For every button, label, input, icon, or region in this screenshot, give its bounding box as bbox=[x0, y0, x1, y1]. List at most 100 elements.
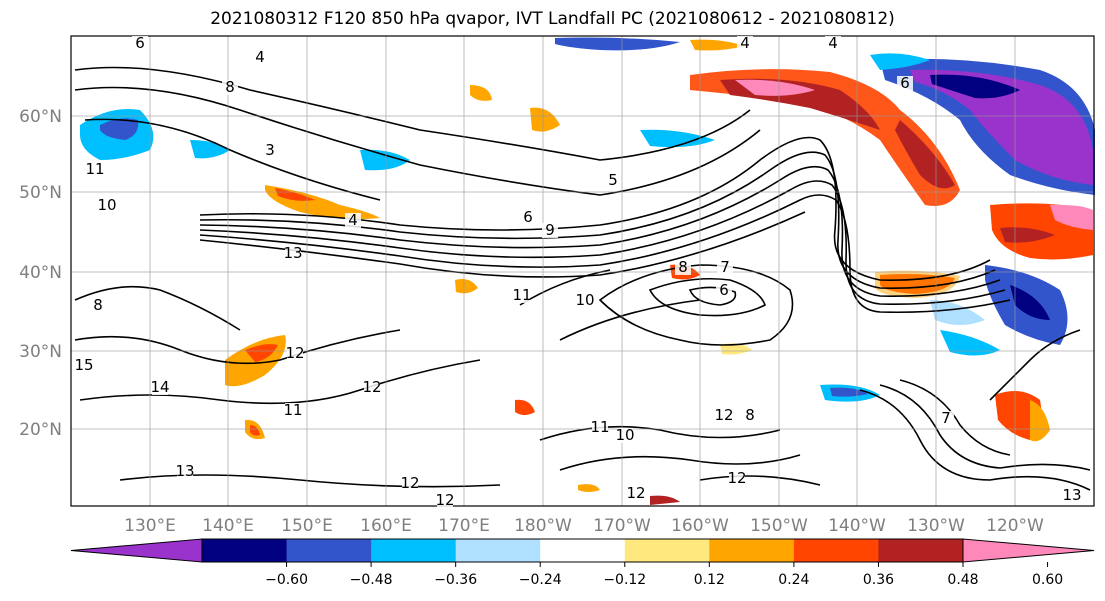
field-darkred-coast bbox=[895, 120, 955, 189]
contour-tropic-1 bbox=[539, 425, 781, 441]
colorbar-extend-high bbox=[962, 538, 1095, 563]
field-lightblue-calif bbox=[930, 300, 985, 325]
contour-label: 12 bbox=[727, 469, 746, 487]
field-yellow-c4 bbox=[720, 343, 752, 355]
contour-label-bg bbox=[605, 173, 621, 188]
contour-label-bg bbox=[345, 213, 361, 228]
lat-label: 20°N bbox=[19, 420, 62, 440]
contour-south-1 bbox=[119, 474, 501, 488]
colorbar-tick-label: −0.24 bbox=[519, 572, 562, 588]
lat-label: 40°N bbox=[19, 263, 62, 283]
colorbar-tick-label: 0.36 bbox=[863, 572, 894, 588]
contour-label: 9 bbox=[545, 221, 555, 239]
contour-west-2 bbox=[74, 329, 401, 365]
contour-lines bbox=[74, 66, 1091, 491]
colorbar-tick-label: −0.48 bbox=[350, 572, 393, 588]
contour-label-bg bbox=[132, 36, 148, 51]
contour-label: 14 bbox=[150, 378, 169, 396]
contour-label: 4 bbox=[348, 211, 358, 229]
contour-label: 8 bbox=[225, 78, 235, 96]
contour-label: 12 bbox=[435, 491, 454, 509]
colorbar-extend-low bbox=[70, 538, 203, 563]
contour-label: 12 bbox=[626, 484, 645, 502]
contour-label-bg bbox=[76, 358, 92, 373]
contour-east-3 bbox=[899, 379, 1011, 456]
contour-north-3 bbox=[84, 118, 381, 201]
contour-label-bg bbox=[737, 36, 753, 51]
contour-label-bg bbox=[285, 246, 301, 261]
lat-label: 30°N bbox=[19, 342, 62, 362]
field-cyan-bering bbox=[360, 149, 410, 171]
contour-label-bg bbox=[222, 80, 238, 95]
contour-label: 11 bbox=[283, 401, 302, 419]
contour-label: 7 bbox=[720, 258, 730, 276]
colorbar-bin bbox=[286, 539, 372, 562]
colorbar-bin bbox=[793, 539, 879, 562]
contour-label: 13 bbox=[175, 462, 194, 480]
lon-label: 160°W bbox=[671, 516, 729, 536]
contour-label-bg bbox=[716, 283, 732, 298]
contour-west-3 bbox=[79, 359, 481, 405]
colorbar-bin bbox=[455, 539, 541, 562]
map-frame bbox=[70, 35, 1095, 507]
contour-label-bg bbox=[287, 346, 303, 361]
contour-label: 4 bbox=[828, 34, 838, 52]
contour-label-bg bbox=[262, 143, 278, 158]
field-cyan-alaska bbox=[640, 129, 715, 148]
colorbar: −0.60 −0.48 −0.36 −0.24 −0.12 0.12 0.24 0.36 0.4… bbox=[70, 538, 1095, 588]
field-orange-aleut bbox=[530, 107, 560, 132]
field-pink-pnw bbox=[1050, 204, 1093, 230]
gridlines bbox=[71, 36, 1094, 506]
longitude-labels: 130°E 140°E 150°E 160°E 170°E 180°W 170°W 160°W… bbox=[124, 516, 1044, 536]
latitude-labels: 60°N 50°N 40°N 30°N 20°N bbox=[19, 107, 62, 440]
field-cyan-okhotsk bbox=[190, 140, 230, 159]
colorbar-tick-label: −0.12 bbox=[603, 572, 646, 588]
contour-label-bg bbox=[825, 36, 841, 51]
contour-label-bg bbox=[152, 380, 168, 395]
contour-label-bg bbox=[716, 408, 732, 423]
contour-label: 12 bbox=[400, 474, 419, 492]
field-orange-mexico bbox=[995, 391, 1042, 440]
contour-label-bg bbox=[897, 76, 913, 91]
contour-east-2 bbox=[879, 384, 1091, 471]
field-orange-c1 bbox=[455, 279, 478, 294]
contour-label: 7 bbox=[941, 409, 951, 427]
field-orange-top bbox=[690, 39, 745, 51]
colorbar-tick-label: 0.24 bbox=[778, 572, 809, 588]
contour-label: 12 bbox=[362, 378, 381, 396]
contour-label-bg bbox=[577, 293, 593, 308]
contour-label-bg bbox=[99, 198, 115, 213]
colorbar-bin bbox=[709, 539, 795, 562]
contour-label-bg bbox=[542, 223, 558, 238]
field-orange-kam bbox=[470, 85, 492, 101]
field-darkred-c5 bbox=[650, 495, 680, 505]
lon-label: 150°W bbox=[750, 516, 808, 536]
contour-east-1 bbox=[859, 389, 1091, 491]
lat-label: 50°N bbox=[19, 183, 62, 203]
lon-label: 130°E bbox=[124, 516, 176, 536]
contour-label-bg bbox=[617, 428, 633, 443]
contour-label-bg bbox=[675, 260, 691, 275]
contour-label: 6 bbox=[135, 34, 145, 52]
field-orange-mexico-2 bbox=[1030, 400, 1050, 442]
colorbar-tick-label: 0.12 bbox=[694, 572, 725, 588]
contour-label-bg bbox=[437, 493, 453, 508]
contour-label-bg bbox=[402, 476, 418, 491]
contour-label: 4 bbox=[740, 34, 750, 52]
contour-east-4 bbox=[989, 329, 1081, 401]
contour-subtrop-1 bbox=[519, 269, 701, 341]
contour-jet-3 bbox=[199, 165, 1001, 297]
field-red-wpac bbox=[245, 344, 278, 362]
field-blue-top bbox=[555, 37, 680, 51]
contour-label: 11 bbox=[85, 160, 104, 178]
contour-label: 12 bbox=[285, 344, 304, 362]
lon-label: 170°W bbox=[593, 516, 651, 536]
contour-label: 8 bbox=[93, 296, 103, 314]
contour-high-2 bbox=[648, 277, 766, 317]
contour-label: 8 bbox=[678, 258, 688, 276]
contour-label: 11 bbox=[512, 286, 531, 304]
lon-label: 140°W bbox=[828, 516, 886, 536]
contour-label-bg bbox=[87, 162, 103, 177]
lon-label: 170°E bbox=[438, 516, 490, 536]
